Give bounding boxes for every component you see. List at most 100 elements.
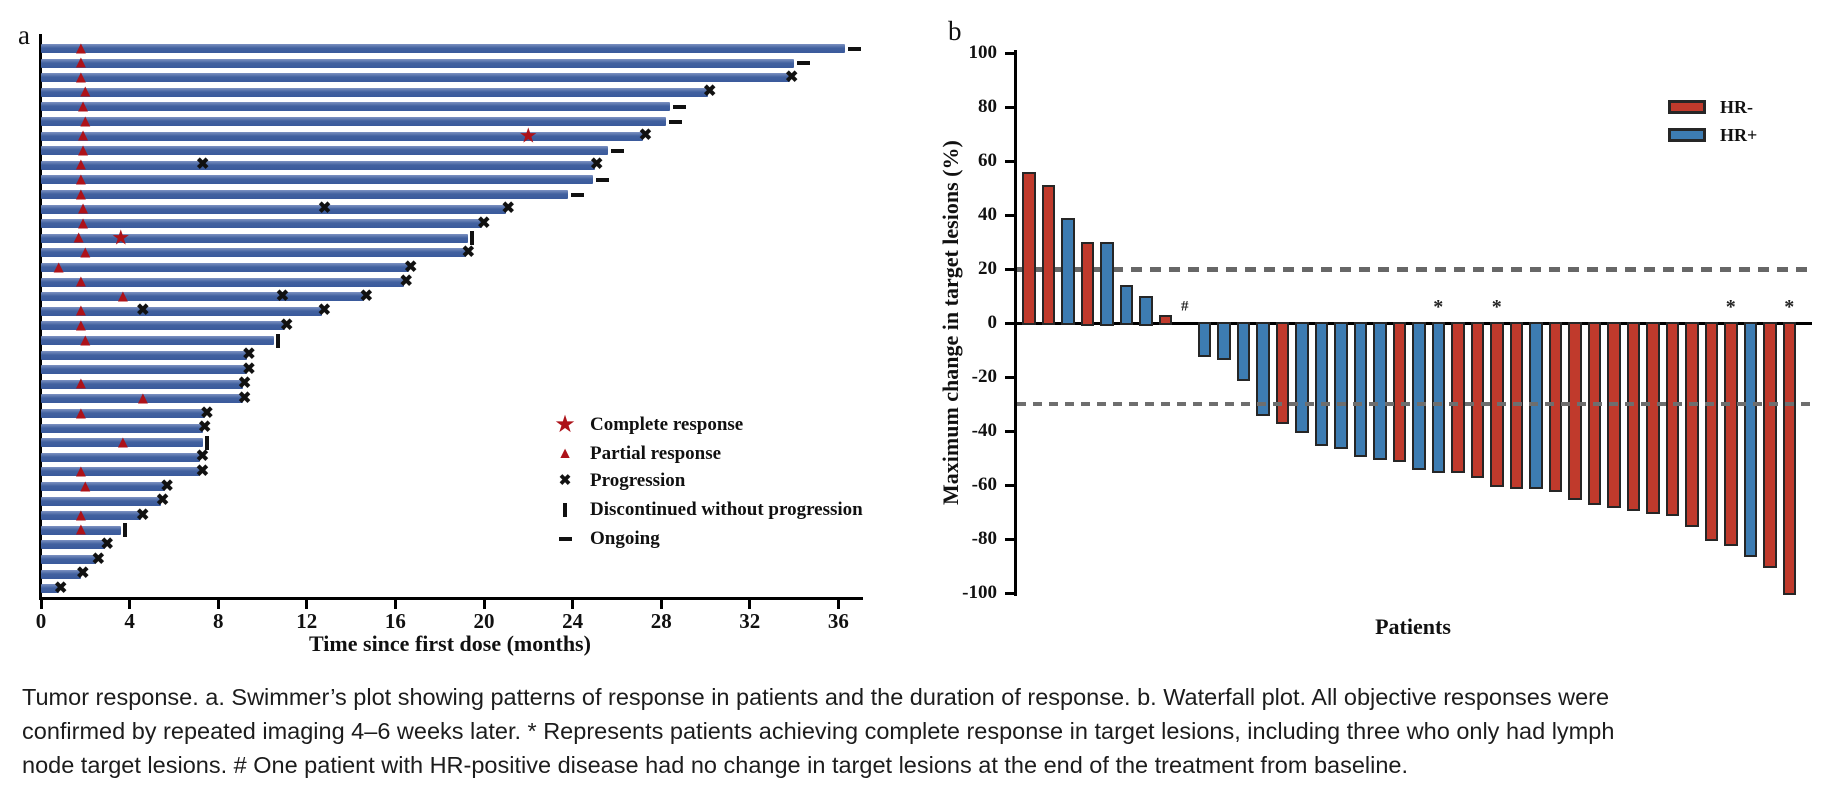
legend-label: Complete response xyxy=(590,414,744,435)
tick-label: 40 xyxy=(978,204,997,225)
partial-response-icon: ▲ xyxy=(74,125,92,145)
progression-icon: ✖ xyxy=(197,419,212,437)
progression-icon: ✖ xyxy=(242,346,256,364)
discontinued-icon xyxy=(204,435,209,450)
legend-item-partial-response: ▲ Partial response xyxy=(552,441,721,467)
waterfall-bar xyxy=(1353,322,1367,457)
axis-tick xyxy=(39,600,43,609)
swimmer-bar xyxy=(41,233,469,243)
swimmer-bar xyxy=(41,511,141,521)
swimmer-bar xyxy=(41,277,405,287)
waterfall-plot: 100 80 60 40 20 0 -20 -40 -60 -80 -100 # * * * * xyxy=(962,42,1813,603)
complete-response-icon: ★ xyxy=(111,225,131,250)
axis-tick xyxy=(1005,429,1014,433)
triangle-icon: ▲ xyxy=(557,445,573,462)
swimmer-x-axis xyxy=(38,597,863,600)
waterfall-bar xyxy=(1080,242,1094,326)
legend-swatch xyxy=(1668,128,1706,142)
partial-response-icon: ▲ xyxy=(72,403,90,422)
caption-line-1: Tumor response. a. Swimmer’s plot showin… xyxy=(22,684,1610,710)
swimmer-bar xyxy=(41,160,595,170)
legend-item-HRplus: HR+ xyxy=(1668,124,1757,146)
partial-response-icon: ▲ xyxy=(72,461,90,481)
partial-response-icon: ▲ xyxy=(70,227,88,247)
swimmer-bar xyxy=(41,146,609,156)
swimmer-bar xyxy=(41,409,205,418)
progression-icon: ✖ xyxy=(703,83,717,101)
progression-icon: ✖ xyxy=(317,200,332,218)
waterfall-bar xyxy=(1392,322,1406,463)
waterfall-bar xyxy=(1470,322,1484,479)
legend-label: Progression xyxy=(590,470,686,491)
waterfall-bar xyxy=(1119,285,1133,326)
ongoing-icon xyxy=(797,61,811,66)
waterfall-bar xyxy=(1158,314,1172,326)
progression-icon: ✖ xyxy=(160,477,174,495)
partial-response-icon: ▲ xyxy=(134,388,152,408)
swimmer-bar xyxy=(41,379,243,389)
waterfall-bar xyxy=(1607,322,1621,509)
legend-item-progression: ✖ Progression xyxy=(552,468,686,494)
progression-icon: ✖ xyxy=(638,127,653,145)
waterfall-bar xyxy=(1236,322,1250,382)
partial-response-icon: ▲ xyxy=(114,432,132,452)
waterfall-y-axis-title: Maximum change in target lesions (%) xyxy=(938,140,963,506)
axis-tick xyxy=(571,600,575,609)
waterfall-bar xyxy=(1373,322,1387,460)
waterfall-bar xyxy=(1665,322,1679,517)
partial-response-icon: ▲ xyxy=(74,140,92,160)
waterfall-bar xyxy=(1587,322,1601,506)
dash-glyph xyxy=(558,537,572,541)
cr-asterisk: * xyxy=(1725,296,1736,318)
partial-response-icon: ▲ xyxy=(72,67,90,87)
axis-tick xyxy=(216,600,220,609)
swimmer-bar xyxy=(41,87,708,97)
progression-icon: ✖ xyxy=(477,214,491,232)
legend-item-ongoing: Ongoing xyxy=(552,526,660,552)
waterfall-legend: HR- HR+ xyxy=(1668,96,1828,156)
axis-tick xyxy=(482,600,486,609)
caption-line-3: node target lesions. # One patient with … xyxy=(22,752,1409,778)
axis-tick xyxy=(1005,375,1014,379)
axis-tick xyxy=(1005,267,1014,271)
partial-response-icon: ▲ xyxy=(114,286,132,306)
legend-swatch xyxy=(1668,100,1706,114)
partial-response-icon: ▲ xyxy=(72,271,90,291)
waterfall-bar xyxy=(1412,322,1426,471)
ongoing-icon xyxy=(668,119,682,124)
swimmer-bar xyxy=(41,131,644,141)
waterfall-bar xyxy=(1646,322,1660,514)
progression-icon: ✖ xyxy=(275,287,290,305)
progression-icon: ✖ xyxy=(76,565,90,583)
legend-label: Ongoing xyxy=(590,528,660,549)
waterfall-bar xyxy=(1256,322,1270,417)
progression-icon: ✖ xyxy=(200,404,214,422)
swimmer-bar xyxy=(41,452,201,462)
waterfall-bar xyxy=(1217,322,1231,360)
progression-icon: ✖ xyxy=(136,302,150,320)
ongoing-icon xyxy=(611,148,625,153)
discontinued-icon xyxy=(470,231,475,246)
partial-response-icon: ▲ xyxy=(76,476,94,495)
progression-icon: ✖ xyxy=(91,550,106,568)
progression-icon: ✖ xyxy=(399,273,413,291)
progression-icon: ✖ xyxy=(237,375,252,393)
tick-label: -60 xyxy=(971,474,997,495)
partial-response-icon: ▲ xyxy=(50,257,68,276)
waterfall-bar xyxy=(1626,322,1640,511)
swimmer-x-axis-title: Time since first dose (months) xyxy=(309,631,591,656)
axis-tick xyxy=(1005,591,1014,595)
partial-response-icon: ▲ xyxy=(72,315,90,335)
partial-response-icon: ▲ xyxy=(72,184,90,203)
panel-a-label: a xyxy=(18,20,30,50)
partial-response-icon: ▲ xyxy=(72,300,90,320)
cr-asterisk: * xyxy=(1784,296,1795,318)
no-change-hash: # xyxy=(1181,298,1189,315)
partial-response-icon: ▲ xyxy=(74,96,92,116)
swimmer-bar xyxy=(41,190,569,199)
legend-label: Discontinued without progression xyxy=(590,499,863,520)
waterfall-bar xyxy=(1704,322,1718,541)
waterfall-bar xyxy=(1548,322,1562,492)
tick-label: 60 xyxy=(978,150,997,171)
